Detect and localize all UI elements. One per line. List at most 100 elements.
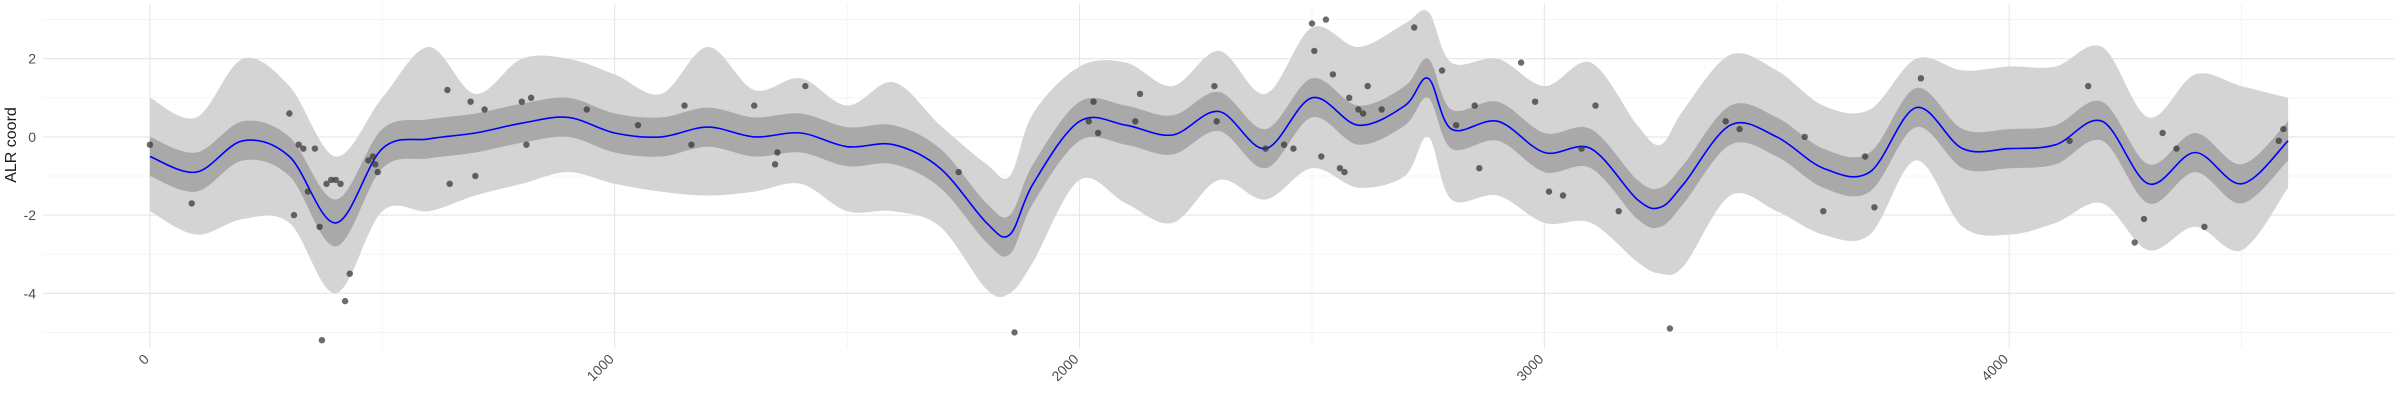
x-tick-label: 4000 bbox=[1978, 351, 2011, 384]
x-tick-label: 2000 bbox=[1048, 351, 1081, 384]
data-point bbox=[304, 188, 312, 195]
confidence-bands bbox=[149, 9, 2289, 298]
data-point bbox=[300, 145, 307, 152]
data-point bbox=[1355, 106, 1362, 113]
data-point bbox=[2066, 137, 2073, 144]
data-point bbox=[1666, 325, 1674, 332]
data-point bbox=[323, 180, 330, 187]
data-point bbox=[1136, 90, 1144, 98]
data-point bbox=[146, 141, 154, 148]
data-point bbox=[2201, 223, 2208, 230]
data-point bbox=[1090, 98, 1097, 105]
data-point bbox=[681, 102, 688, 109]
data-point bbox=[1559, 192, 1567, 199]
data-point bbox=[1820, 208, 1827, 215]
data-point bbox=[1861, 153, 1869, 160]
data-point bbox=[802, 82, 809, 90]
data-point bbox=[1438, 67, 1446, 74]
data-point bbox=[446, 180, 453, 187]
data-point bbox=[1736, 125, 1743, 133]
data-point bbox=[1476, 165, 1483, 172]
y-tick-label: -4 bbox=[24, 285, 37, 301]
data-point bbox=[1213, 118, 1220, 125]
y-tick-label: 0 bbox=[28, 129, 36, 145]
data-point bbox=[1094, 129, 1102, 137]
x-axis-ticks: 0 1000 2000 3000 4000 bbox=[135, 351, 2011, 385]
data-point bbox=[481, 106, 488, 113]
data-point bbox=[290, 211, 298, 219]
data-point bbox=[332, 176, 339, 184]
data-point bbox=[1378, 106, 1385, 113]
data-point bbox=[1801, 133, 1808, 141]
data-point bbox=[328, 176, 335, 184]
data-point bbox=[286, 110, 293, 117]
x-tick-label: 0 bbox=[135, 351, 152, 368]
data-point bbox=[472, 172, 479, 180]
data-point bbox=[1578, 145, 1585, 152]
data-point bbox=[2280, 125, 2287, 133]
data-point bbox=[1592, 102, 1599, 109]
data-point bbox=[2085, 82, 2092, 90]
inner-confidence-band bbox=[149, 58, 2289, 257]
data-point bbox=[1211, 82, 1218, 90]
data-point bbox=[634, 122, 642, 129]
data-point bbox=[2140, 215, 2148, 223]
data-point bbox=[1452, 122, 1460, 129]
data-point bbox=[1871, 204, 1878, 211]
observations-layer bbox=[146, 16, 2287, 344]
data-point bbox=[1346, 94, 1353, 102]
data-point bbox=[444, 86, 451, 94]
data-point bbox=[374, 168, 381, 176]
mean-prediction-line bbox=[149, 77, 2289, 238]
data-point bbox=[1341, 168, 1348, 176]
y-axis-ticks: -4 -2 0 2 bbox=[24, 51, 37, 302]
data-point bbox=[1517, 59, 1525, 66]
data-point bbox=[467, 98, 474, 105]
data-point bbox=[583, 106, 590, 113]
data-point bbox=[318, 337, 326, 344]
data-point bbox=[1364, 82, 1371, 90]
data-point bbox=[1531, 98, 1539, 105]
data-point bbox=[771, 161, 779, 168]
data-point bbox=[372, 161, 379, 168]
data-point bbox=[1011, 329, 1018, 336]
data-point bbox=[1359, 110, 1367, 117]
mean-line-layer bbox=[149, 77, 2289, 238]
data-point bbox=[188, 200, 195, 207]
data-point bbox=[1308, 20, 1316, 27]
y-tick-label: -2 bbox=[24, 207, 37, 223]
data-point bbox=[955, 168, 962, 176]
data-point bbox=[1329, 71, 1337, 78]
x-tick-label: 3000 bbox=[1513, 351, 1546, 384]
data-point bbox=[1280, 141, 1288, 148]
data-point bbox=[316, 223, 323, 230]
data-point bbox=[523, 141, 530, 148]
data-point bbox=[369, 153, 377, 160]
y-axis-title: ALR coord bbox=[3, 107, 20, 183]
data-point bbox=[1545, 188, 1553, 195]
data-point bbox=[1722, 118, 1729, 125]
data-point bbox=[1318, 153, 1325, 160]
data-point bbox=[1615, 208, 1622, 215]
x-tick-label: 1000 bbox=[583, 351, 616, 384]
data-point bbox=[774, 149, 781, 156]
data-point bbox=[295, 141, 302, 148]
data-point bbox=[1471, 102, 1478, 109]
data-point bbox=[337, 180, 344, 187]
data-point bbox=[1411, 24, 1418, 31]
data-point bbox=[365, 157, 372, 164]
data-point bbox=[518, 98, 525, 105]
data-point bbox=[311, 145, 319, 152]
data-point bbox=[1322, 16, 1330, 23]
data-point bbox=[688, 141, 695, 148]
outer-confidence-band bbox=[149, 9, 2289, 298]
data-point bbox=[1290, 145, 1297, 152]
data-point bbox=[2131, 239, 2138, 246]
data-point bbox=[1311, 47, 1318, 55]
data-point bbox=[1917, 75, 1925, 82]
data-point bbox=[1336, 165, 1344, 172]
data-point bbox=[1132, 118, 1139, 125]
data-point bbox=[346, 270, 353, 277]
